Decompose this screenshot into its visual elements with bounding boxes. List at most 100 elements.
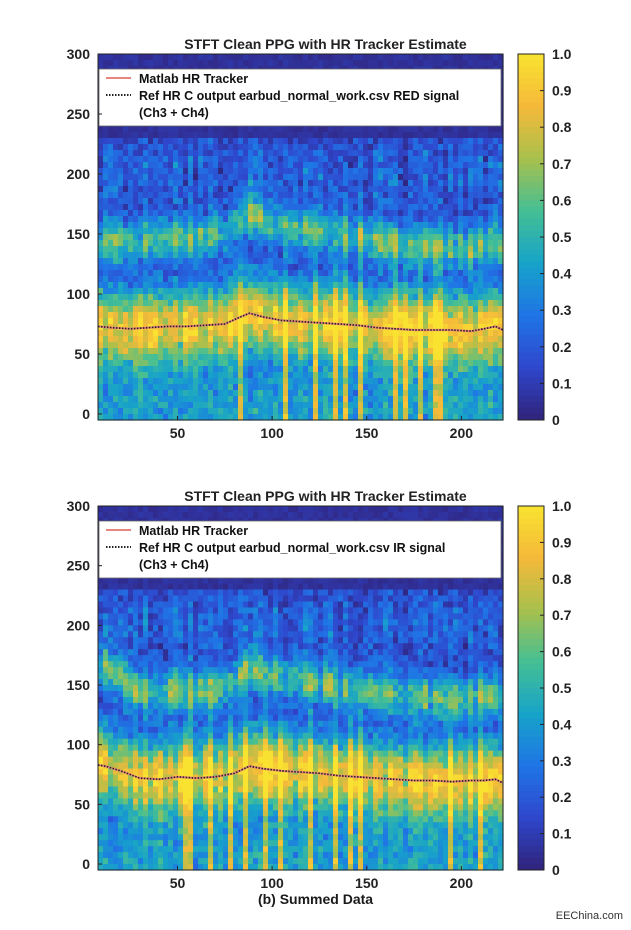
heatmap-cell [323,396,329,403]
heatmap-cell [478,222,484,229]
heatmap-cell [428,354,434,361]
heatmap-cell [103,156,109,163]
heatmap-cell [393,384,399,391]
heatmap-cell [98,288,104,295]
heatmap-cell [173,204,179,211]
heatmap-cell [248,408,254,415]
heatmap-cell [413,138,419,145]
heatmap-cell [298,264,304,271]
heatmap-cell [393,288,399,295]
heatmap-cell [418,402,424,409]
heatmap-cell [448,414,454,421]
heatmap-cell [478,150,484,157]
heatmap-cell [233,156,239,163]
heatmap-cell [438,258,444,265]
heatmap-cell [338,246,344,253]
heatmap-cell [313,312,319,319]
heatmap-cell [108,408,114,415]
heatmap-cell [153,408,159,415]
heatmap-cell [198,408,204,415]
heatmap-cell [168,366,174,373]
heatmap-cell [243,264,249,271]
heatmap-cell [308,234,314,241]
heatmap-cell [298,228,304,235]
heatmap-cell [408,54,414,61]
heatmap-cell [173,384,179,391]
heatmap-cell [118,318,124,325]
heatmap-cell [338,156,344,163]
heatmap-cell [163,54,169,61]
heatmap-cell [188,414,194,421]
heatmap-cell [343,144,349,151]
heatmap-cell [398,216,404,223]
heatmap-cell [153,342,159,349]
heatmap-cell [283,396,289,403]
heatmap-cell [343,402,349,409]
heatmap-cell [223,216,229,223]
heatmap-cell [123,204,129,211]
heatmap-cell [103,252,109,259]
heatmap-cell [303,210,309,217]
heatmap-cell [493,228,499,235]
heatmap-cell [193,402,199,409]
heatmap-cell [163,126,169,133]
heatmap-cell [188,378,194,385]
heatmap-cell [368,312,374,319]
heatmap-cell [388,390,394,397]
heatmap-cell [303,300,309,307]
heatmap-cell [158,234,164,241]
heatmap-cell [128,264,134,271]
heatmap-cell [168,228,174,235]
heatmap-cell [328,342,334,349]
heatmap-cell [473,402,479,409]
heatmap-cell [138,360,144,367]
heatmap-cell [303,186,309,193]
heatmap-cell [298,372,304,379]
heatmap-cell [303,408,309,415]
heatmap-cell [418,384,424,391]
heatmap-cell [393,126,399,133]
heatmap-cell [418,234,424,241]
heatmap-cell [323,240,329,247]
heatmap-cell [358,360,364,367]
heatmap-cell [208,408,214,415]
heatmap-cell [448,372,454,379]
heatmap-cell [298,348,304,355]
heatmap-cell [488,348,494,355]
heatmap-cell [438,396,444,403]
heatmap-cell [283,144,289,151]
heatmap-cell [358,282,364,289]
heatmap-cell [148,318,154,325]
heatmap-cell [323,204,329,211]
heatmap-cell [148,396,154,403]
heatmap-cell [198,150,204,157]
heatmap-cell [293,60,299,67]
heatmap-cell [398,348,404,355]
heatmap-cell [463,330,469,337]
heatmap-cell [263,168,269,175]
heatmap-cell [473,378,479,385]
heatmap-cell [398,198,404,205]
heatmap-cell [273,210,279,217]
heatmap-cell [288,288,294,295]
heatmap-cell [243,126,249,133]
heatmap-cell [318,162,324,169]
heatmap-cell [418,162,424,169]
heatmap-cell [403,60,409,67]
heatmap-cell [413,312,419,319]
heatmap-cell [238,306,244,313]
heatmap-cell [243,144,249,151]
heatmap-cell [218,222,224,229]
heatmap-cell [198,60,204,67]
heatmap-cell [343,318,349,325]
heatmap-cell [188,306,194,313]
heatmap-cell [338,348,344,355]
heatmap-cell [148,378,154,385]
heatmap-cell [308,222,314,229]
heatmap-cell [483,144,489,151]
heatmap-cell [293,174,299,181]
heatmap-cell [398,366,404,373]
heatmap-cell [388,144,394,151]
heatmap-cell [448,240,454,247]
heatmap-cell [353,192,359,199]
